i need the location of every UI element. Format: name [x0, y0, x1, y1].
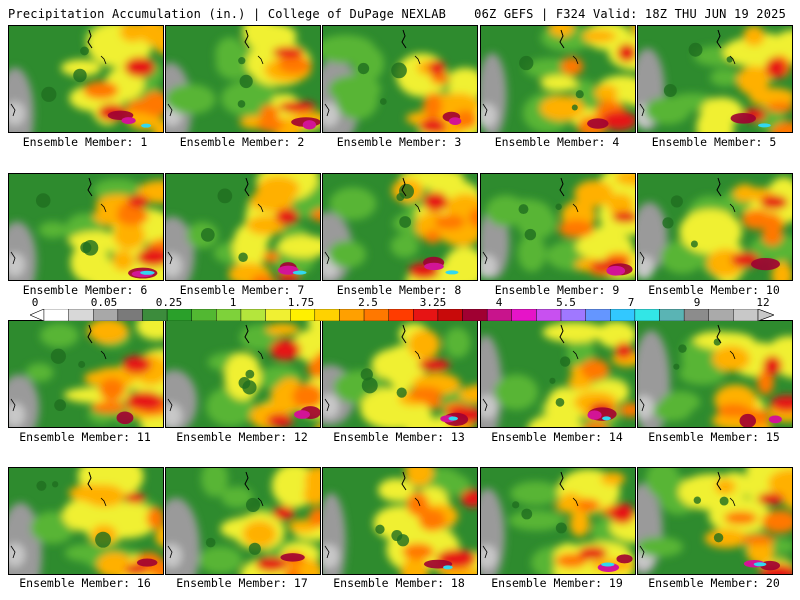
- colorbar-tick-label: 7: [627, 296, 635, 309]
- ensemble-member-label: Ensemble Member: 2: [179, 135, 305, 149]
- ensemble-map-20: [637, 467, 793, 575]
- colorbar-segment: [585, 309, 611, 321]
- colorbar-segment: [166, 309, 192, 321]
- colorbar-segment: [733, 309, 759, 321]
- header-title-left: Precipitation Accumulation (in.) | Colle…: [8, 7, 447, 21]
- ensemble-map-10: [637, 173, 793, 281]
- colorbar-segment: [659, 309, 685, 321]
- ensemble-map-16: [8, 467, 164, 575]
- colorbar-tick-label: 5.5: [556, 296, 576, 309]
- ensemble-member-label: Ensemble Member: 11: [19, 430, 151, 444]
- ensemble-map-9: [480, 173, 636, 281]
- ensemble-member-label: Ensemble Member: 16: [19, 576, 151, 590]
- ensemble-member-label: Ensemble Member: 9: [494, 283, 620, 297]
- ensemble-member-label: Ensemble Member: 10: [648, 283, 780, 297]
- ensemble-map-3: [322, 25, 478, 133]
- ensemble-member-label: Ensemble Member: 7: [179, 283, 305, 297]
- colorbar-segment: [634, 309, 660, 321]
- colorbar-segment: [560, 309, 586, 321]
- colorbar-segment: [413, 309, 439, 321]
- ensemble-map-12: [165, 320, 321, 428]
- colorbar-tick-label: 0.05: [90, 296, 118, 309]
- ensemble-map-17: [165, 467, 321, 575]
- ensemble-member-label: Ensemble Member: 3: [336, 135, 462, 149]
- ensemble-map-11: [8, 320, 164, 428]
- ensemble-member-label: Ensemble Member: 13: [333, 430, 465, 444]
- colorbar-segment: [683, 309, 709, 321]
- ensemble-map-5: [637, 25, 793, 133]
- colorbar-segment: [486, 309, 512, 321]
- ensemble-map-19: [480, 467, 636, 575]
- colorbar-segment: [93, 309, 119, 321]
- ensemble-member-label: Ensemble Member: 18: [333, 576, 465, 590]
- ensemble-map-14: [480, 320, 636, 428]
- colorbar-tick-label: 0: [31, 296, 39, 309]
- ensemble-member-label: Ensemble Member: 20: [648, 576, 780, 590]
- header-title-right: 06Z GEFS | F324 Valid: 18Z THU JUN 19 20…: [474, 7, 786, 21]
- ensemble-member-label: Ensemble Member: 15: [648, 430, 780, 444]
- colorbar-tick-label: 0.25: [155, 296, 183, 309]
- colorbar-segment: [437, 309, 463, 321]
- colorbar-segment: [265, 309, 291, 321]
- ensemble-member-label: Ensemble Member: 4: [494, 135, 620, 149]
- colorbar-tick-label: 12: [756, 296, 770, 309]
- ensemble-map-8: [322, 173, 478, 281]
- colorbar-segment: [363, 309, 389, 321]
- ensemble-map-4: [480, 25, 636, 133]
- colorbar-segment: [536, 309, 562, 321]
- ensemble-map-13: [322, 320, 478, 428]
- ensemble-member-label: Ensemble Member: 17: [176, 576, 308, 590]
- colorbar-segment: [462, 309, 488, 321]
- ensemble-member-label: Ensemble Member: 12: [176, 430, 308, 444]
- colorbar-segment: [610, 309, 636, 321]
- colorbar-segment: [117, 309, 143, 321]
- ensemble-map-7: [165, 173, 321, 281]
- ensemble-map-2: [165, 25, 321, 133]
- colorbar: [30, 309, 774, 321]
- colorbar-segment: [339, 309, 365, 321]
- ensemble-member-label: Ensemble Member: 1: [22, 135, 148, 149]
- ensemble-member-label: Ensemble Member: 5: [651, 135, 777, 149]
- colorbar-segment: [708, 309, 734, 321]
- ensemble-member-label: Ensemble Member: 8: [336, 283, 462, 297]
- colorbar-tick-label: 1: [229, 296, 237, 309]
- colorbar-tick-label: 4: [495, 296, 503, 309]
- colorbar-segment: [240, 309, 266, 321]
- ensemble-member-label: Ensemble Member: 19: [491, 576, 623, 590]
- ensemble-map-6: [8, 173, 164, 281]
- colorbar-segment: [216, 309, 242, 321]
- colorbar-tick-label: 2.5: [358, 296, 378, 309]
- colorbar-segment: [43, 309, 69, 321]
- colorbar-segment: [68, 309, 94, 321]
- ensemble-member-label: Ensemble Member: 14: [491, 430, 623, 444]
- colorbar-segment: [290, 309, 316, 321]
- ensemble-map-18: [322, 467, 478, 575]
- ensemble-map-1: [8, 25, 164, 133]
- colorbar-tick-label: 1.75: [287, 296, 315, 309]
- colorbar-segment: [191, 309, 217, 321]
- ensemble-map-15: [637, 320, 793, 428]
- colorbar-tick-label: 3.25: [419, 296, 447, 309]
- colorbar-segment: [142, 309, 168, 321]
- colorbar-tick-label: 9: [693, 296, 701, 309]
- colorbar-segment: [388, 309, 414, 321]
- ensemble-member-label: Ensemble Member: 6: [22, 283, 148, 297]
- colorbar-segment: [511, 309, 537, 321]
- colorbar-segment: [314, 309, 340, 321]
